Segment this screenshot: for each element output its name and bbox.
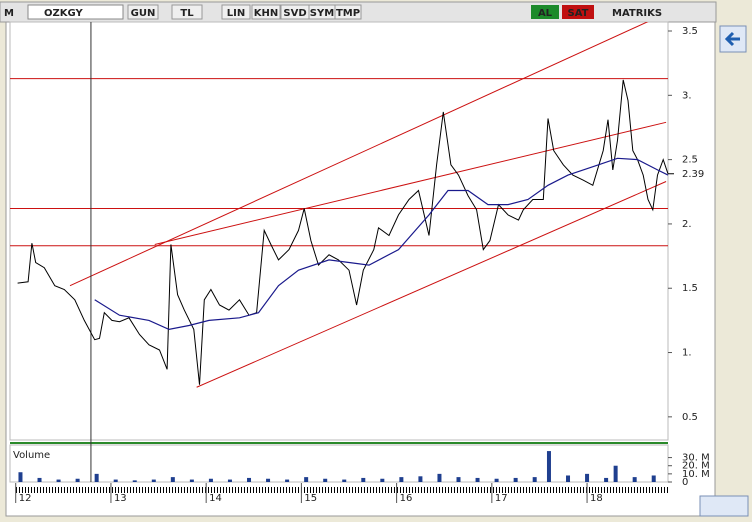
nav-buttons[interactable] <box>699 495 749 517</box>
toolbar-button-label: SVD <box>283 8 306 19</box>
buy-button[interactable] <box>531 5 559 19</box>
y2-tick-label: 10. M <box>682 469 710 480</box>
volume-bar <box>494 478 499 482</box>
volume-bar <box>266 478 271 482</box>
back-arrow <box>724 31 740 47</box>
volume-bar <box>94 473 99 482</box>
x-tick-label: 15 <box>304 493 317 504</box>
y2-tick-label: 0 <box>682 477 688 488</box>
volume-bar <box>132 480 137 482</box>
trend-line <box>154 121 667 245</box>
toolbar-button-label: SYM <box>310 8 334 19</box>
y2-tick-label: 30. M <box>682 453 710 464</box>
toolbar-button[interactable] <box>221 4 251 20</box>
logo: M <box>4 8 14 19</box>
plot-frame <box>9 21 669 441</box>
y-tick-label: 1. <box>682 348 692 359</box>
x-tick-label: 12 <box>19 493 32 504</box>
volume-bar <box>380 478 385 482</box>
toolbar-button-label: TL <box>180 8 194 19</box>
x-tick-label: 18 <box>590 493 603 504</box>
volume-bar <box>532 477 537 482</box>
trend-line <box>196 181 667 388</box>
volume-frame <box>9 444 669 483</box>
volume-bar <box>342 479 347 482</box>
volume-bar <box>208 478 213 482</box>
volume-bar <box>475 477 480 482</box>
volume-bar <box>151 479 156 482</box>
volume-bar <box>227 479 232 482</box>
volume-bar <box>585 473 590 482</box>
volume-bar <box>418 476 423 482</box>
chart-bg <box>5 21 716 517</box>
y-tick-label: 1.5 <box>682 283 698 294</box>
volume-bar <box>651 475 656 482</box>
toolbar-button-label: TMP <box>336 8 360 19</box>
buy-label: AL <box>538 8 553 19</box>
last-value-label: 2.39 <box>682 169 704 180</box>
volume-bar <box>399 477 404 482</box>
volume-bar <box>304 477 309 482</box>
y-tick-label: 0.5 <box>682 412 698 423</box>
volume-title: Volume <box>13 450 50 461</box>
y-tick-label: 2.5 <box>682 155 698 166</box>
price-line <box>17 79 669 385</box>
symbol-box[interactable] <box>27 4 124 20</box>
x-tick-label: 14 <box>209 493 222 504</box>
x-tick-label: 13 <box>114 493 127 504</box>
volume-bar <box>75 478 80 482</box>
x-tick-label: 17 <box>495 493 508 504</box>
volume-bar <box>361 477 366 482</box>
price-line <box>94 157 669 331</box>
toolbar-button-label: KHN <box>254 8 279 19</box>
sell-button[interactable] <box>562 5 594 19</box>
toolbar-button[interactable] <box>171 4 203 20</box>
volume-bar <box>170 477 175 482</box>
toolbar-button-label: GUN <box>131 8 156 19</box>
sell-label: SAT <box>568 8 589 19</box>
toolbar-button[interactable] <box>251 4 281 20</box>
toolbar-button[interactable] <box>127 4 159 20</box>
volume-bar <box>37 477 42 482</box>
y-tick-label: 3. <box>682 90 692 101</box>
volume-bar <box>56 479 61 482</box>
y-tick-label: 3.5 <box>682 26 698 37</box>
volume-bar <box>632 477 637 482</box>
volume-bar <box>613 465 618 482</box>
volume-bar <box>546 451 551 482</box>
brand: MATRIKS <box>612 8 662 19</box>
volume-bar <box>285 479 290 482</box>
y2-tick-label: 20. M <box>682 461 710 472</box>
toolbar-button-label: LIN <box>227 8 245 19</box>
y-tick-label: 2. <box>682 219 692 230</box>
volume-bar <box>604 477 609 482</box>
volume-bar <box>247 477 252 482</box>
volume-bar <box>437 473 442 482</box>
volume-bar <box>513 477 518 482</box>
volume-bar <box>113 479 118 482</box>
volume-bar <box>18 472 23 482</box>
toolbar-button[interactable] <box>334 4 362 20</box>
volume-bar <box>456 477 461 482</box>
symbol: OZKGY <box>44 8 83 19</box>
volume-bar <box>566 475 571 482</box>
x-tick-label: 16 <box>400 493 413 504</box>
volume-bar <box>189 479 194 482</box>
volume-bar <box>323 478 328 482</box>
